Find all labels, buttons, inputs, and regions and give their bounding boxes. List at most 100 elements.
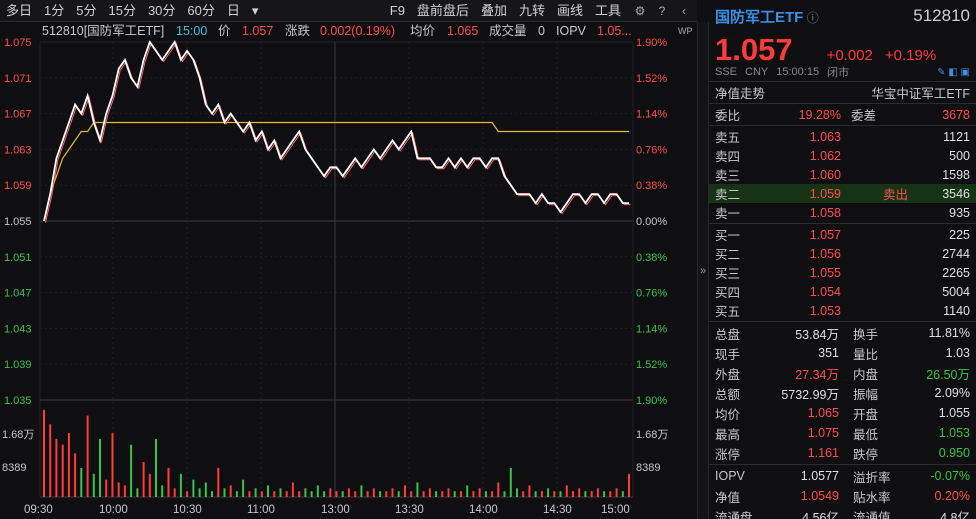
nav-trend-label[interactable]: 净值走势	[715, 87, 766, 101]
stats-row: 外盘 27.34万 内盘 26.50万	[709, 363, 976, 383]
volume-bar	[609, 491, 612, 497]
volume-bar	[372, 488, 375, 497]
intraday-chart[interactable]: 512810[国防军工ETF] 15:00 价 1.057 涨跌 0.002(0.19%)…	[0, 22, 697, 519]
collapse-toggle-icon[interactable]: »	[697, 22, 709, 519]
info-icon[interactable]: ⓘ	[806, 10, 819, 25]
volume-bar	[323, 491, 326, 497]
volume-bar	[99, 438, 101, 497]
volume-bar	[329, 488, 332, 497]
bids-row: 买五 1.053 1140	[709, 301, 976, 320]
last-price: 1.057	[715, 32, 793, 67]
period-tab-1[interactable]: 1分	[44, 2, 65, 18]
stats-row: 涨停 1.161 跌停 0.950	[709, 443, 976, 463]
volume-bar	[248, 491, 251, 497]
stats-label: 涨停	[715, 447, 741, 462]
volume-bar	[242, 479, 245, 497]
wp-icon[interactable]: WP	[678, 26, 693, 36]
volume-bar	[578, 488, 581, 497]
change-label: 涨跌	[285, 23, 311, 38]
period-tab-4[interactable]: 30分	[147, 2, 176, 18]
help-icon[interactable]: ?	[658, 4, 666, 18]
stats-value: 1.065	[807, 406, 839, 420]
volume-bar	[136, 488, 139, 497]
volume-bar	[204, 482, 207, 497]
volume-bar	[497, 482, 500, 497]
asks-volume: 500	[949, 148, 970, 163]
price-line	[43, 40, 629, 222]
extra-label: 溢折率	[853, 470, 891, 485]
volume-bar	[478, 488, 481, 497]
tool-button-5[interactable]: 工具	[594, 3, 621, 18]
avg-value: 1.065	[447, 24, 478, 38]
period-tab-2[interactable]: 5分	[76, 2, 97, 18]
tracking-index[interactable]: 华宝中证军工ETF	[871, 87, 970, 101]
tool-button-2[interactable]: 叠加	[480, 3, 507, 18]
order-ratio-label: 委比	[715, 109, 741, 123]
price-change-pct: +0.19%	[884, 47, 937, 64]
price-tick-label: 1.059	[4, 180, 32, 192]
pct-tick-label: 0.38%	[636, 180, 667, 192]
volume-bar	[267, 485, 269, 497]
volume-bar	[366, 491, 369, 497]
panel-tools-icon[interactable]: ✎ ◧ ▣	[937, 66, 970, 78]
volume-bar	[67, 433, 70, 497]
stats-label: 跌停	[853, 447, 879, 462]
asks-label: 卖一	[715, 207, 741, 221]
volume-bar	[229, 485, 232, 497]
quote-panel: 国防军工ETF ⓘ 512810 1.057 +0.002 +0.19% SSE…	[709, 0, 976, 519]
meta-item-3: 闭市	[827, 67, 850, 79]
tool-button-3[interactable]: 九转	[518, 3, 545, 18]
volume-bar	[161, 485, 164, 497]
extra-value: 1.0549	[800, 489, 839, 503]
volume-bar	[354, 491, 357, 497]
chevron-down-icon[interactable]: ▾	[251, 2, 259, 18]
period-tab-6[interactable]: 日	[226, 2, 240, 18]
volume-bar	[335, 491, 338, 497]
period-tab-3[interactable]: 15分	[108, 2, 136, 18]
asks-row: 卖一 1.058 935	[709, 203, 976, 222]
price-tick-label: 1.047	[4, 288, 32, 300]
asks-price: 1.058	[809, 205, 841, 220]
period-tab-0[interactable]: 多日	[6, 2, 33, 18]
stats-value: 1.055	[938, 406, 970, 420]
volume-bar	[596, 488, 599, 497]
bids-label: 买一	[715, 229, 741, 243]
asks-row: 卖三 1.060 1598	[709, 165, 976, 184]
pct-tick-label: 0.38%	[636, 252, 667, 264]
tool-button-0[interactable]: F9	[389, 3, 405, 18]
volume-bar	[628, 473, 630, 498]
gear-icon[interactable]: ⚙	[634, 4, 646, 18]
volume-bar	[198, 488, 201, 497]
volume-bar	[590, 491, 593, 497]
tool-button-4[interactable]: 画线	[556, 3, 583, 18]
time-tick-label: 13:30	[395, 504, 424, 516]
volume-bar	[522, 491, 525, 497]
volume-bars	[43, 409, 630, 498]
tool-button-1[interactable]: 盘前盘后	[416, 3, 469, 18]
bids-row: 买二 1.056 2744	[709, 244, 976, 263]
volume-bar	[447, 488, 450, 497]
volume-bar	[273, 491, 276, 497]
bids-price: 1.057	[809, 227, 841, 242]
period-tab-5[interactable]: 60分	[187, 2, 215, 18]
chevron-left-icon[interactable]: ‹	[682, 4, 686, 18]
volume-bar	[254, 488, 257, 497]
bids-price: 1.055	[809, 265, 841, 280]
volume-bar	[503, 491, 506, 497]
pct-tick-label: 1.90%	[636, 37, 667, 49]
price-tick-label: 1.071	[4, 73, 32, 85]
price-tick-label: 1.051	[4, 252, 32, 264]
change-value: 0.002(0.19%)	[320, 24, 395, 38]
bids-label: 买四	[715, 286, 741, 300]
price-tick-label: 1.063	[4, 144, 32, 156]
volume-bar	[117, 482, 120, 497]
extra-label: IOPV	[715, 469, 745, 483]
pct-tick-label: 0.76%	[636, 288, 667, 300]
stats-label: 内盘	[853, 367, 879, 382]
volume-bar	[347, 488, 350, 497]
volume-bar	[410, 491, 413, 497]
volume-bar	[192, 479, 195, 497]
volume-bar	[540, 491, 543, 497]
security-name[interactable]: 国防军工ETF	[715, 8, 804, 26]
price-tick-label: 1.075	[4, 37, 32, 49]
